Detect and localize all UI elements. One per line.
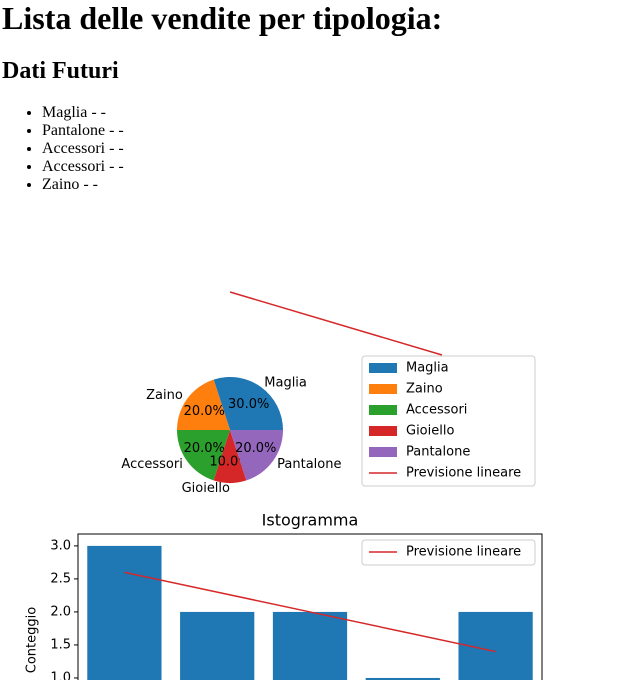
pie-label: Gioiello — [182, 481, 230, 496]
sales-list: Maglia - -Pantalone - -Accessori - -Acce… — [0, 104, 124, 194]
pie-value-label: 20.0% — [235, 441, 276, 456]
chart-title: Istogramma — [262, 511, 359, 530]
pie-value-label: 30.0% — [228, 397, 269, 412]
pie-slice — [177, 430, 230, 481]
y-tick-label: 1.5 — [50, 637, 71, 652]
page-subtitle: Dati Futuri — [2, 58, 119, 84]
trend-line — [124, 571, 496, 653]
legend-label: Zaino — [406, 382, 443, 397]
pie-label: Maglia — [264, 375, 307, 390]
pie-slice — [213, 377, 283, 430]
legend-label: Previsione lineare — [406, 466, 521, 481]
y-tick-label: 3.0 — [50, 538, 71, 553]
pie-slice — [213, 430, 247, 484]
pie-label: Zaino — [146, 388, 183, 403]
legend-swatch — [369, 447, 397, 457]
y-tick-label: 2.5 — [50, 571, 71, 586]
bar — [365, 677, 440, 680]
pie-slice — [230, 430, 283, 481]
list-item: Zaino - - — [42, 176, 124, 194]
legend-label: Maglia — [406, 361, 449, 376]
y-axis-label: Conteggio — [25, 607, 40, 673]
pie-label: Pantalone — [277, 457, 341, 472]
pie-value-label: 20.0% — [184, 441, 225, 456]
legend-swatch — [369, 405, 397, 415]
y-tick-label: 2.0 — [50, 604, 71, 619]
axes-frame — [77, 533, 543, 680]
list-item: Maglia - - — [42, 104, 124, 122]
legend-label: Pantalone — [406, 445, 470, 460]
bar — [272, 611, 348, 680]
legend-label: Gioiello — [406, 424, 454, 439]
pie-slice — [177, 379, 230, 430]
list-item: Accessori - - — [42, 140, 124, 158]
bar — [180, 611, 255, 680]
legend-label: Previsione lineare — [406, 545, 521, 560]
y-tick-label: 1.0 — [50, 670, 71, 680]
trend-line — [229, 291, 443, 356]
bar — [87, 545, 162, 680]
list-item: Pantalone - - — [42, 122, 124, 140]
legend-label: Accessori — [406, 403, 467, 418]
list-item: Accessori - - — [42, 158, 124, 176]
legend-swatch — [369, 363, 397, 373]
pie-value-label: 20.0% — [184, 404, 225, 419]
legend-swatch — [369, 426, 397, 436]
legend-box — [361, 539, 536, 566]
legend-box — [361, 355, 536, 487]
legend-swatch — [369, 384, 397, 394]
page-title: Lista delle vendite per tipologia: — [2, 0, 443, 36]
pie-label: Accessori — [121, 457, 182, 472]
